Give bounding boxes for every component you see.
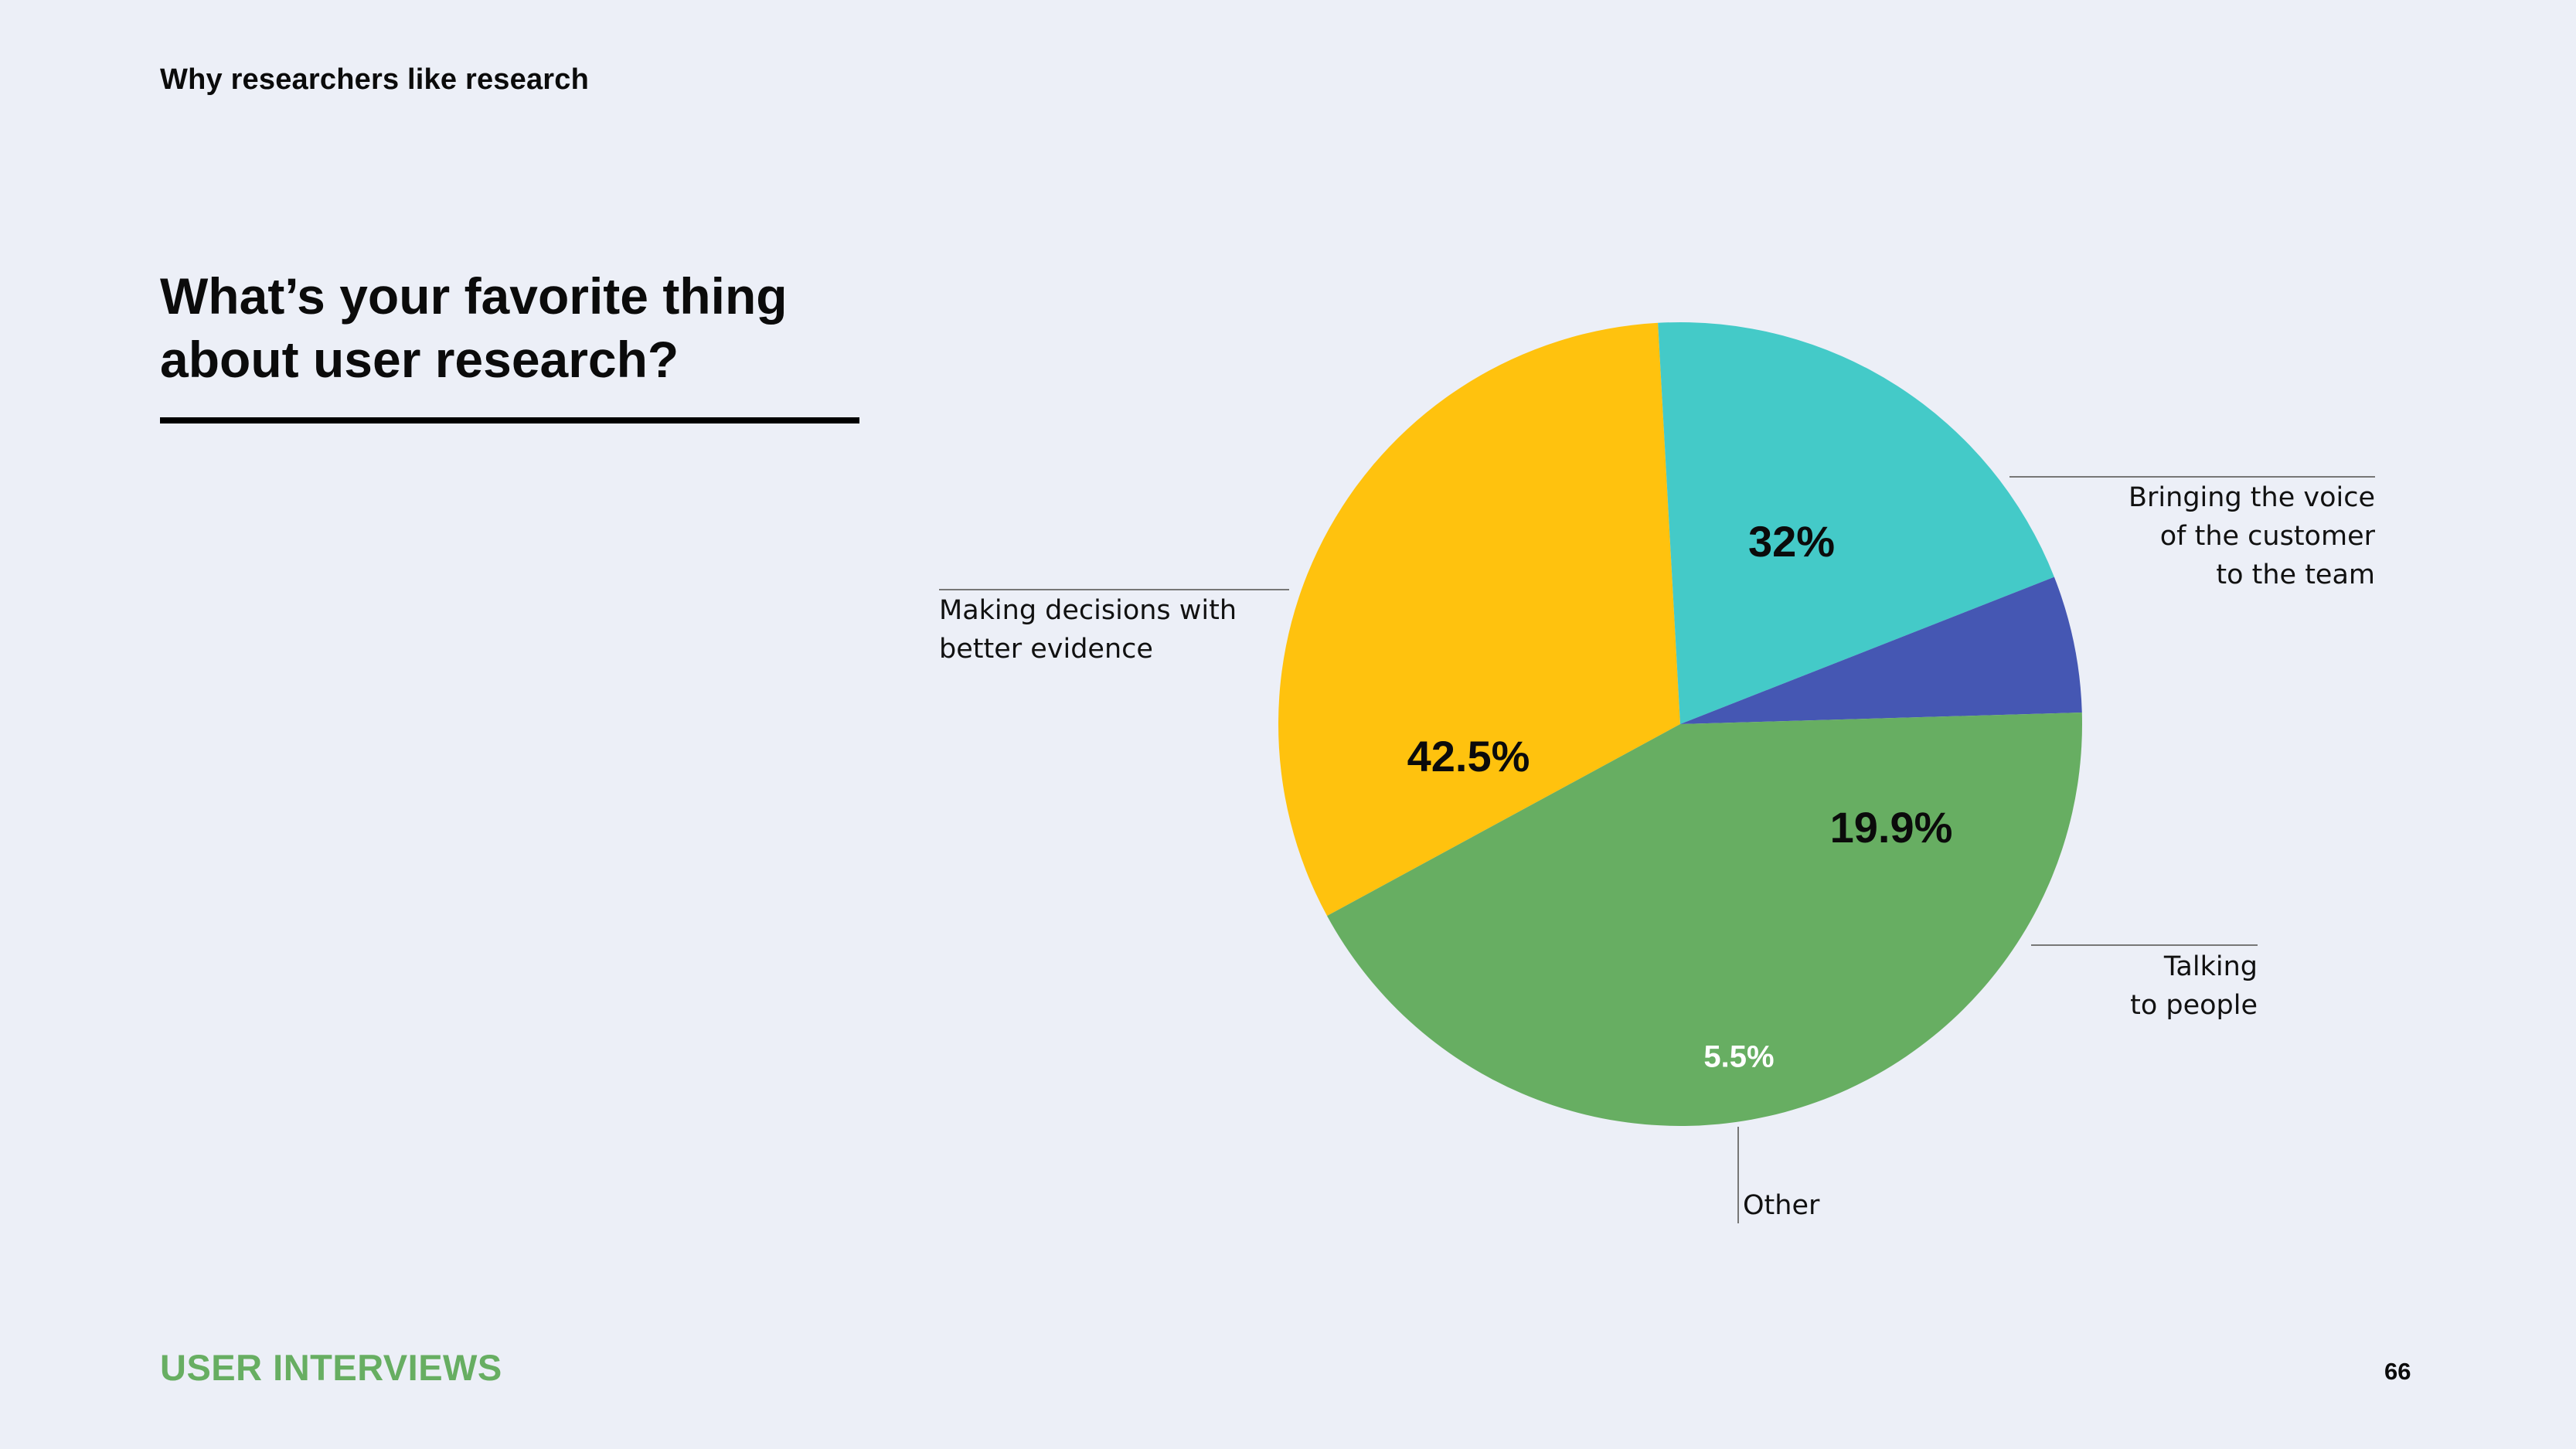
slice-value-label: 32% (1748, 517, 1835, 566)
slice-category-label: Bringing the voice of the customer to the … (2129, 482, 2376, 590)
page-number: 66 (2384, 1358, 2411, 1385)
section-label: Why researchers like research (160, 63, 590, 96)
slice-category-label: Talking to people (2130, 951, 2258, 1021)
pie-slice (1278, 322, 1680, 917)
chart-question: What’s your favorite thing about user re… (160, 267, 788, 388)
slice-value-label: 19.9% (1830, 803, 1953, 852)
title-underline (160, 417, 859, 423)
slice-category-label: Other (1743, 1190, 1820, 1221)
slice-value-label: 42.5% (1407, 732, 1530, 781)
slice-value-label: 5.5% (1703, 1040, 1774, 1074)
pie-slice (1680, 577, 2082, 724)
slice-category-label: Making decisions with better evidence (939, 595, 1237, 665)
pie-slice (1658, 321, 2054, 724)
pie-slice (1327, 713, 2082, 1126)
brand-logo: USER INTERVIEWS (160, 1347, 502, 1388)
